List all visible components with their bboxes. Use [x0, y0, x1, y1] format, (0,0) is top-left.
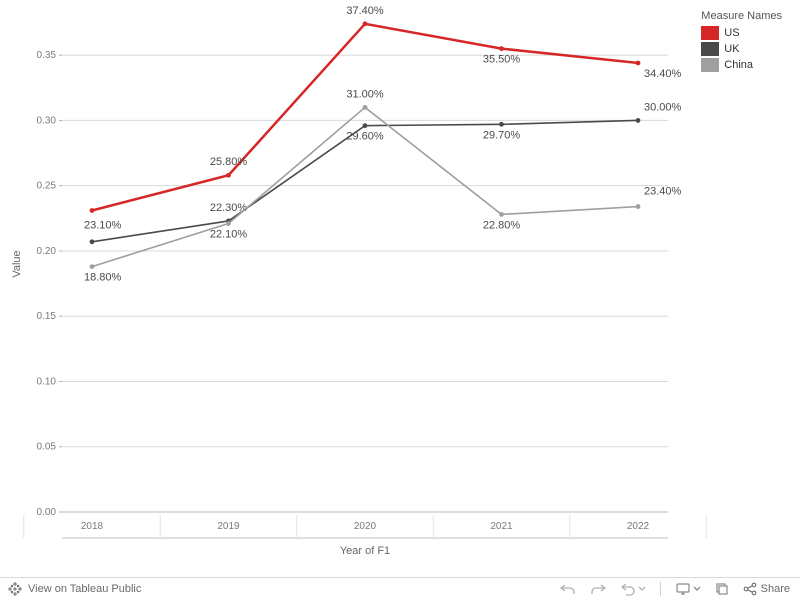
marker-china[interactable]: [363, 105, 368, 110]
device-preview-button[interactable]: [675, 582, 701, 596]
legend-title: Measure Names: [701, 10, 782, 22]
series-line-us: [92, 24, 638, 211]
data-label-us: 37.40%: [346, 5, 384, 17]
toolbar: View on Tableau Public: [0, 577, 800, 600]
y-tick-label: 0.30: [37, 115, 57, 126]
x-axis-title: Year of F1: [340, 545, 390, 557]
y-tick-label: 0.05: [37, 442, 57, 453]
x-tick-label: 2022: [627, 521, 650, 532]
toolbar-divider: [660, 582, 661, 596]
marker-us[interactable]: [499, 46, 504, 51]
data-label-china: 22.80%: [483, 219, 521, 231]
marker-us[interactable]: [363, 21, 368, 26]
legend-item-us[interactable]: US: [701, 26, 782, 40]
y-tick-label: 0.20: [37, 246, 57, 257]
marker-us[interactable]: [226, 173, 231, 178]
data-label-us: 35.50%: [483, 54, 521, 66]
redo-icon: [590, 582, 606, 596]
data-label-china: 31.00%: [346, 88, 384, 100]
marker-us[interactable]: [636, 61, 641, 66]
data-label-china: 22.10%: [210, 229, 248, 241]
marker-china[interactable]: [636, 204, 641, 209]
chevron-down-icon: [638, 585, 646, 593]
share-icon: [743, 582, 757, 596]
legend: Measure Names US UK China: [701, 10, 782, 74]
x-tick-label: 2020: [354, 521, 377, 532]
legend-swatch: [701, 26, 719, 40]
replay-icon: [620, 582, 636, 596]
legend-item-china[interactable]: China: [701, 58, 782, 72]
tableau-logo-icon: [8, 582, 22, 596]
download-button[interactable]: [715, 582, 729, 596]
chart-area: 0.00 0.05 0.10 0.15 0.20 0.25 0.30 0.35 2018 2019…: [0, 0, 800, 570]
legend-swatch: [701, 58, 719, 72]
data-label-china: 23.40%: [644, 186, 682, 198]
data-label-us: 23.10%: [84, 219, 122, 231]
legend-item-uk[interactable]: UK: [701, 42, 782, 56]
device-icon: [675, 582, 691, 596]
data-label-uk: 30.00%: [644, 101, 682, 113]
legend-label: China: [724, 59, 753, 71]
data-label-uk: 29.60%: [346, 131, 384, 143]
marker-china[interactable]: [226, 221, 231, 226]
share-label: Share: [761, 583, 790, 595]
legend-label: US: [724, 27, 739, 39]
undo-icon: [560, 582, 576, 596]
y-tick-label: 0.10: [37, 376, 57, 387]
viz-container: 0.00 0.05 0.10 0.15 0.20 0.25 0.30 0.35 2018 2019…: [0, 0, 800, 600]
x-tick-label: 2018: [81, 521, 104, 532]
legend-label: UK: [724, 43, 739, 55]
marker-china[interactable]: [499, 212, 504, 217]
x-tick-label: 2019: [217, 521, 240, 532]
marker-uk[interactable]: [499, 122, 504, 127]
y-tick-label: 0.25: [37, 181, 57, 192]
marker-china[interactable]: [90, 264, 95, 269]
data-label-china: 18.80%: [84, 272, 122, 284]
share-button[interactable]: Share: [743, 582, 790, 596]
replay-button[interactable]: [620, 582, 646, 596]
data-label-uk: 29.70%: [483, 129, 521, 141]
chevron-down-icon: [693, 585, 701, 593]
y-tick-label: 0.00: [37, 507, 57, 518]
marker-us[interactable]: [90, 208, 95, 213]
y-tick-label: 0.15: [37, 311, 57, 322]
y-axis-title: Value: [11, 250, 23, 277]
download-icon: [715, 582, 729, 596]
data-label-us: 25.80%: [210, 156, 248, 168]
x-tick-label: 2021: [490, 521, 513, 532]
marker-uk[interactable]: [363, 123, 368, 128]
marker-uk[interactable]: [90, 239, 95, 244]
chart-svg: 0.00 0.05 0.10 0.15 0.20 0.25 0.30 0.35 2018 2019…: [0, 0, 800, 570]
marker-uk[interactable]: [636, 118, 641, 123]
undo-button[interactable]: [560, 582, 576, 596]
legend-swatch: [701, 42, 719, 56]
view-on-public-button[interactable]: View on Tableau Public: [0, 582, 141, 596]
redo-button[interactable]: [590, 582, 606, 596]
view-on-public-label: View on Tableau Public: [28, 583, 141, 595]
data-label-us: 34.40%: [644, 68, 682, 80]
y-tick-label: 0.35: [37, 50, 57, 61]
